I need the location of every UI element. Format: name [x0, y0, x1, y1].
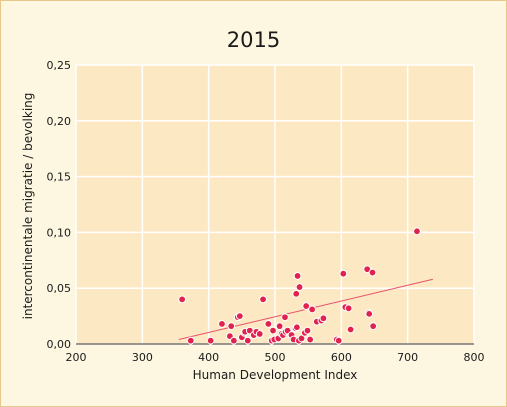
x-tick-label: 500: [265, 351, 286, 364]
data-point: [308, 305, 317, 314]
data-point: [235, 312, 244, 321]
data-point: [365, 309, 374, 318]
data-point: [293, 272, 302, 280]
x-tick-label: 300: [132, 351, 153, 364]
data-point: [319, 314, 328, 323]
data-point: [413, 227, 421, 236]
chart-title: 2015: [226, 28, 281, 52]
data-point: [306, 335, 315, 344]
data-point: [227, 322, 236, 331]
data-point: [255, 330, 264, 338]
data-point: [302, 302, 311, 310]
data-point: [292, 323, 301, 332]
data-point: [339, 269, 348, 278]
y-tick-label: 0,15: [47, 171, 72, 184]
data-point: [206, 336, 215, 345]
data-point: [186, 336, 195, 345]
data-point: [275, 322, 284, 331]
data-point: [269, 326, 277, 335]
x-tick-label: 600: [331, 351, 352, 364]
data-point: [178, 295, 187, 304]
y-tick-label: 0,20: [47, 115, 72, 128]
data-point: [369, 322, 378, 331]
y-tick-label: 0,00: [47, 338, 72, 351]
y-tick-label: 0,25: [47, 59, 72, 72]
data-point: [344, 304, 353, 313]
data-point: [281, 313, 289, 322]
data-point: [243, 336, 252, 345]
data-point: [303, 326, 312, 335]
x-axis-label: Human Development Index: [192, 368, 358, 382]
x-tick-label: 400: [198, 351, 219, 364]
data-point: [259, 295, 267, 304]
data-point: [229, 336, 238, 345]
x-tick-label: 200: [66, 351, 87, 364]
data-point: [264, 320, 273, 328]
data-point: [368, 268, 377, 277]
data-point: [292, 289, 301, 298]
x-tick-label: 700: [397, 351, 418, 364]
y-tick-label: 0,05: [47, 282, 72, 295]
y-tick-label: 0,10: [47, 226, 72, 239]
x-tick-label: 800: [464, 351, 485, 364]
data-point: [346, 325, 355, 334]
data-point: [334, 336, 343, 345]
data-point: [297, 334, 306, 343]
data-point: [295, 283, 304, 291]
data-point: [218, 320, 226, 328]
